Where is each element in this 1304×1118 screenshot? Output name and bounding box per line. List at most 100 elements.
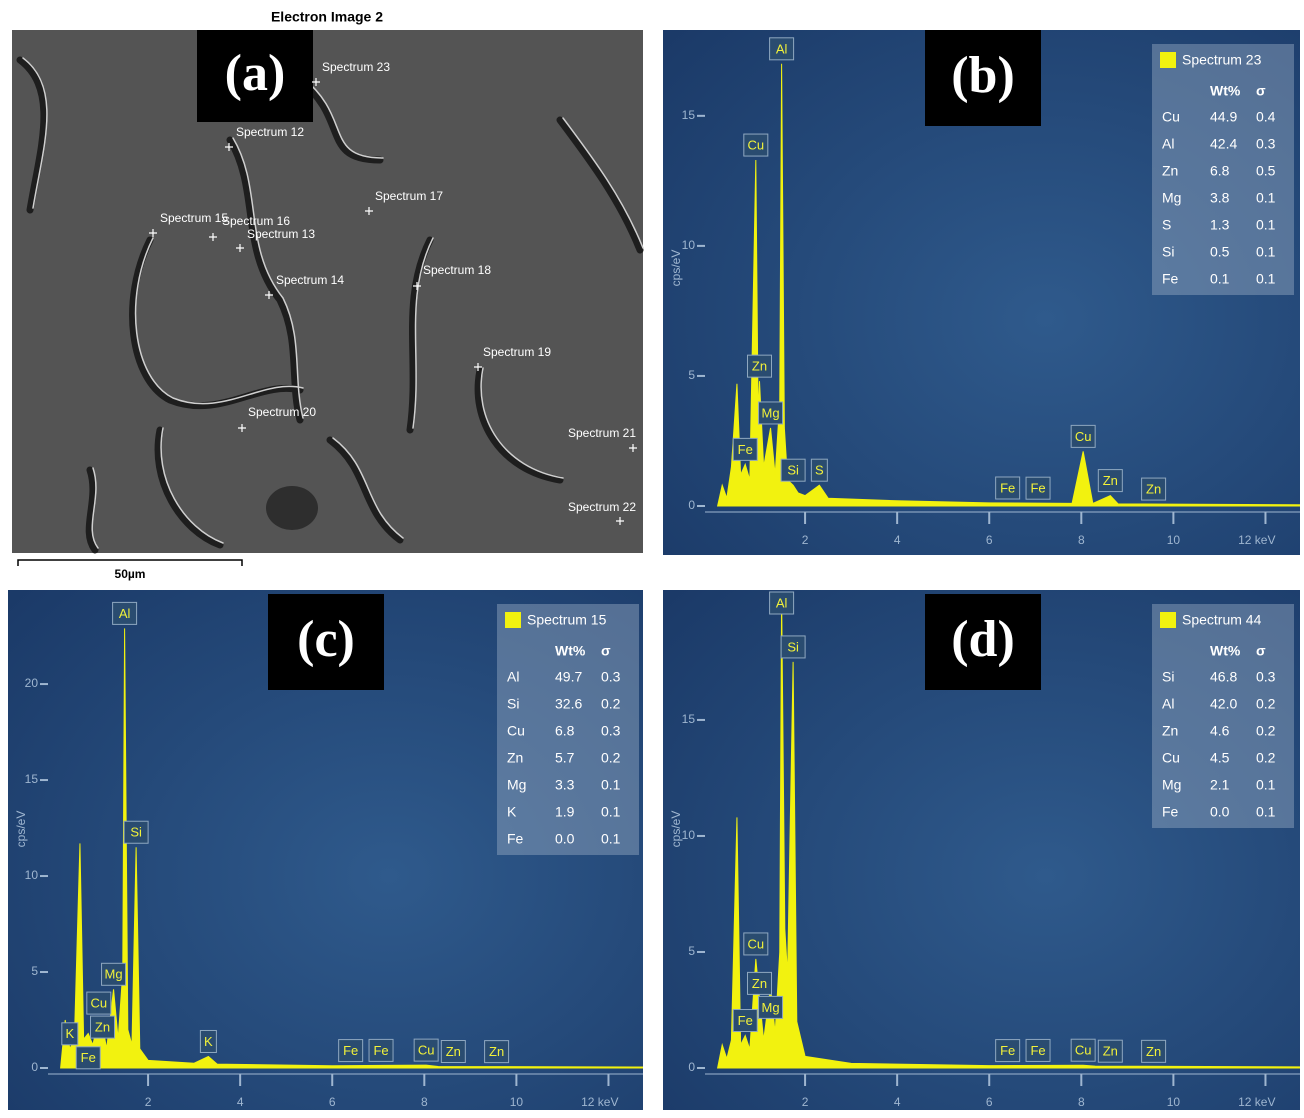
y-tick-label: 15 <box>682 108 696 122</box>
peak-label: Cu <box>1075 1043 1092 1058</box>
table-element: K <box>507 804 517 820</box>
table-sigma: 0.1 <box>1256 777 1276 793</box>
peak-label: Fe <box>1000 1043 1015 1058</box>
table-wt: 1.9 <box>555 804 575 820</box>
peak-label: Fe <box>1000 480 1015 495</box>
table-wt: 44.9 <box>1210 109 1237 125</box>
table-header: Wt% <box>1210 643 1241 659</box>
spectrum-point-label: Spectrum 16 <box>222 214 290 228</box>
table-element: Cu <box>507 723 525 739</box>
spectrum-point-label: Spectrum 20 <box>248 405 316 419</box>
table-header: Wt% <box>555 643 586 659</box>
x-tick-label: 2 <box>802 1095 809 1109</box>
peak-label: Al <box>119 606 131 621</box>
table-wt: 2.1 <box>1210 777 1230 793</box>
y-axis-label: cps/eV <box>14 811 28 848</box>
spectrum-point-label: Spectrum 19 <box>483 345 551 359</box>
table-element: Mg <box>1162 190 1181 206</box>
table-wt: 46.8 <box>1210 669 1237 685</box>
table-wt: 4.6 <box>1210 723 1230 739</box>
table-element: Si <box>1162 669 1174 685</box>
y-tick-label: 20 <box>25 676 39 690</box>
legend-swatch <box>1160 52 1176 68</box>
peak-label: Al <box>776 595 788 610</box>
x-tick-label: 10 <box>1167 533 1181 547</box>
table-wt: 6.8 <box>555 723 575 739</box>
table-sigma: 0.1 <box>1256 190 1276 206</box>
peak-label: Al <box>776 41 788 56</box>
x-tick-label: 2 <box>145 1095 152 1109</box>
table-element: Fe <box>1162 271 1179 287</box>
table-sigma: 0.1 <box>1256 244 1276 260</box>
table-element: Mg <box>1162 777 1181 793</box>
x-tick-label: 12 keV <box>1238 533 1275 547</box>
table-wt: 49.7 <box>555 669 582 685</box>
table-sigma: 0.1 <box>601 831 621 847</box>
panel-label: (a) <box>225 45 286 102</box>
table-element: Cu <box>1162 750 1180 766</box>
peak-label: S <box>815 463 824 478</box>
table-sigma: 0.2 <box>601 696 621 712</box>
peak-label: Mg <box>105 967 123 982</box>
spectrum-point-label: Spectrum 12 <box>236 125 304 139</box>
table-element: Cu <box>1162 109 1180 125</box>
peak-label: Mg <box>762 1000 780 1015</box>
table-wt: 32.6 <box>555 696 582 712</box>
x-tick-label: 4 <box>894 1095 901 1109</box>
spectrum-point-label: Spectrum 14 <box>276 273 344 287</box>
peak-label: Cu <box>748 137 765 152</box>
table-element: Si <box>507 696 519 712</box>
scale-bar <box>18 560 242 566</box>
table-wt: 0.0 <box>1210 804 1230 820</box>
table-sigma: 0.2 <box>601 750 621 766</box>
y-tick-label: 10 <box>682 238 696 252</box>
peak-label: Cu <box>418 1043 435 1058</box>
table-sigma: 0.4 <box>1256 109 1276 125</box>
spectrum-point-label: Spectrum 17 <box>375 189 443 203</box>
y-tick-label: 0 <box>688 1060 695 1074</box>
figure: Electron Image 2 (a) 50µm Spectrum 23Spe… <box>0 0 1304 1113</box>
x-tick-label: 6 <box>986 1095 993 1109</box>
y-tick-label: 0 <box>31 1060 38 1074</box>
x-tick-label: 6 <box>329 1095 336 1109</box>
table-sigma: 0.1 <box>1256 271 1276 287</box>
image-title: Electron Image 2 <box>271 9 383 25</box>
y-tick-label: 10 <box>682 828 696 842</box>
table-sigma: 0.1 <box>1256 217 1276 233</box>
x-tick-label: 4 <box>237 1095 244 1109</box>
table-sigma: 0.3 <box>601 669 621 685</box>
y-tick-label: 10 <box>25 868 39 882</box>
peak-label: Fe <box>738 442 753 457</box>
legend-swatch <box>1160 612 1176 628</box>
table-element: S <box>1162 217 1171 233</box>
table-sigma: 0.2 <box>1256 750 1276 766</box>
panel-label: (b) <box>951 47 1015 104</box>
y-tick-label: 5 <box>31 964 38 978</box>
spectrum-point-label: Spectrum 13 <box>247 227 315 241</box>
table-element: Fe <box>1162 804 1179 820</box>
x-tick-label: 8 <box>421 1095 428 1109</box>
table-sigma: 0.2 <box>1256 723 1276 739</box>
legend-swatch <box>505 612 521 628</box>
peak-label: Si <box>130 825 142 840</box>
table-header: σ <box>1256 83 1266 99</box>
peak-label: Zn <box>752 359 767 374</box>
table-sigma: 0.3 <box>601 723 621 739</box>
table-sigma: 0.5 <box>1256 163 1276 179</box>
peak-label: Fe <box>1030 1043 1045 1058</box>
legend-name: Spectrum 44 <box>1182 612 1262 628</box>
peak-label: Zn <box>489 1044 504 1059</box>
table-header: Wt% <box>1210 83 1241 99</box>
table-element: Si <box>1162 244 1174 260</box>
panel-label: (c) <box>297 611 355 668</box>
x-tick-label: 12 keV <box>581 1095 618 1109</box>
spectrum-point-label: Spectrum 18 <box>423 263 491 277</box>
table-element: Fe <box>507 831 524 847</box>
table-sigma: 0.1 <box>601 777 621 793</box>
table-element: Al <box>1162 136 1174 152</box>
table-wt: 0.0 <box>555 831 575 847</box>
table-sigma: 0.3 <box>1256 136 1276 152</box>
x-tick-label: 8 <box>1078 533 1085 547</box>
peak-label: Zn <box>1103 473 1118 488</box>
table-wt: 0.5 <box>1210 244 1230 260</box>
